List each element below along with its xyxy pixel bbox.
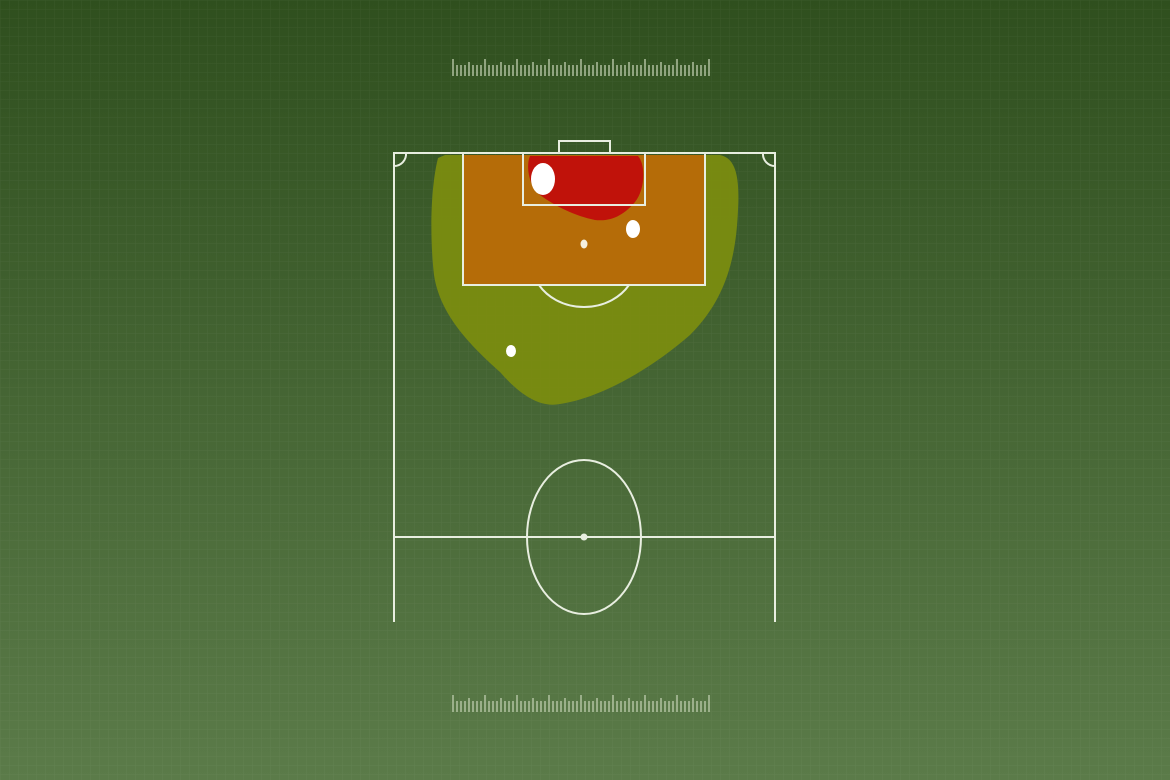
penalty-arc [538,284,630,308]
bottom-ruler [452,695,710,712]
shot-marker [506,345,516,357]
shot-marker [580,239,588,249]
center-circle [526,459,642,615]
center-spot [580,533,588,541]
top-ruler [452,59,710,76]
goal-area [522,152,646,206]
goal [558,140,611,153]
corner-arc-left [393,152,408,168]
shot-marker [531,163,555,195]
shot-marker [626,220,640,238]
corner-arc-right [761,152,776,168]
